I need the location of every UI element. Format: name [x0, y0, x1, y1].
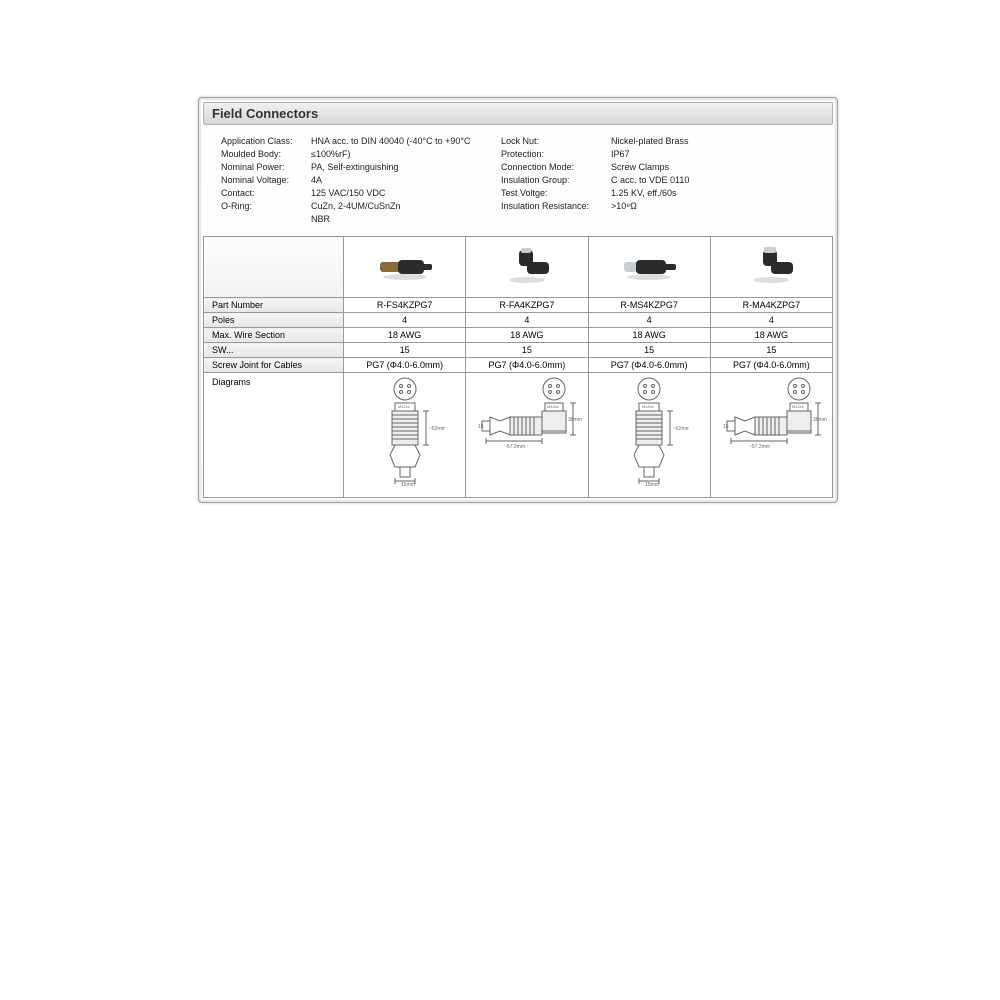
spec-label: Contact: [221, 187, 311, 200]
spec-value: NBR [311, 213, 501, 226]
table-cell: 4 [344, 313, 466, 328]
spec-value: IP67 [611, 148, 721, 161]
row-label: Max. Wire Section [204, 328, 344, 343]
svg-text:38mm: 38mm [568, 417, 582, 423]
table-cell: PG7 (Φ4.0-6.0mm) [710, 358, 832, 373]
empty-header-cell [204, 237, 344, 298]
svg-text:M12x1: M12x1 [547, 404, 560, 409]
product-photo-cell [588, 237, 710, 298]
diagram-cell: 38mm ~57.2mm M12x1 15 [710, 373, 832, 498]
spec-label: Protection: [501, 148, 611, 161]
spec-value: C acc. to VDE 0110 [611, 174, 721, 187]
spec-label: Connection Mode: [501, 161, 611, 174]
table-cell: 15 [710, 343, 832, 358]
table-cell: R-MS4KZPG7 [588, 298, 710, 313]
svg-text:15mm: 15mm [645, 482, 659, 487]
spec-label: Insulation Group: [501, 174, 611, 187]
row-label: Part Number [204, 298, 344, 313]
svg-text:M12x1: M12x1 [792, 404, 805, 409]
table-cell: 15 [344, 343, 466, 358]
svg-text:15mm: 15mm [401, 482, 415, 487]
svg-text:~57.2mm: ~57.2mm [504, 444, 525, 450]
screw-joint-row: Screw Joint for Cables PG7 (Φ4.0-6.0mm) … [204, 358, 833, 373]
row-label: SW... [204, 343, 344, 358]
product-photo-cell [466, 237, 588, 298]
spec-label: Nominal Voltage: [221, 174, 311, 187]
product-photo-cell [344, 237, 466, 298]
svg-text:M12x1: M12x1 [398, 404, 411, 409]
svg-text:15: 15 [723, 424, 729, 430]
table-cell: 15 [588, 343, 710, 358]
connector-photo-icon [370, 250, 440, 282]
table-cell: 4 [588, 313, 710, 328]
table-cell: PG7 (Φ4.0-6.0mm) [588, 358, 710, 373]
connector-diagram-icon: 38mm ~57.2mm M12x1 15 [717, 375, 827, 487]
product-image-row [204, 237, 833, 298]
connector-diagram-icon: ~62mm 15mm M12x1 [609, 375, 689, 487]
spec-value: 4A [311, 174, 501, 187]
spec-value: CuZn, 2-4UM/CuSnZn [311, 200, 501, 213]
table-cell: 15 [466, 343, 588, 358]
table-cell: PG7 (Φ4.0-6.0mm) [344, 358, 466, 373]
table-cell: 18 AWG [710, 328, 832, 343]
diagram-row: Diagrams ~62mm 15mm M12x1 [204, 373, 833, 498]
wire-row: Max. Wire Section 18 AWG 18 AWG 18 AWG 1… [204, 328, 833, 343]
row-label: Diagrams [204, 373, 344, 498]
panel-title: Field Connectors [203, 102, 833, 125]
spec-label: Application Class: [221, 135, 311, 148]
product-photo-cell [710, 237, 832, 298]
diagram-cell: ~62mm 15mm M12x1 [588, 373, 710, 498]
svg-text:~62mm: ~62mm [673, 426, 689, 432]
table-cell: 18 AWG [466, 328, 588, 343]
table-cell: 4 [710, 313, 832, 328]
connector-photo-icon [741, 246, 801, 286]
product-table: Part Number R-FS4KZPG7 R-FA4KZPG7 R-MS4K… [203, 236, 833, 498]
table-cell: 4 [466, 313, 588, 328]
row-label: Screw Joint for Cables [204, 358, 344, 373]
diagram-cell: ~62mm 15mm M12x1 [344, 373, 466, 498]
svg-text:~62mm: ~62mm [429, 426, 445, 432]
table-cell: R-FS4KZPG7 [344, 298, 466, 313]
spec-value: HNA acc. to DIN 40040 (-40°C to +90°C ≤1… [311, 135, 501, 161]
row-label: Poles [204, 313, 344, 328]
table-cell: 18 AWG [344, 328, 466, 343]
poles-row: Poles 4 4 4 4 [204, 313, 833, 328]
table-cell: PG7 (Φ4.0-6.0mm) [466, 358, 588, 373]
spec-label: Insulation Resistance: [501, 200, 611, 213]
spec-label: Nominal Power: [221, 161, 311, 174]
specs-area: Application Class:Moulded Body:Nominal P… [203, 129, 833, 236]
table-cell: 18 AWG [588, 328, 710, 343]
spec-value: 1.25 KV, eff./60s [611, 187, 721, 200]
spec-label: Lock Nut: [501, 135, 611, 148]
specs-left: Application Class:Moulded Body:Nominal P… [221, 135, 501, 226]
svg-text:38mm: 38mm [813, 417, 827, 423]
sw-row: SW... 15 15 15 15 [204, 343, 833, 358]
spec-label: O-Ring: [221, 200, 311, 213]
spec-value: 125 VAC/150 VDC [311, 187, 501, 200]
spec-label: Moulded Body: [221, 148, 311, 161]
spec-value: PA, Self-extinguishing [311, 161, 501, 174]
diagram-cell: 38mm ~57.2mm M12x1 15 [466, 373, 588, 498]
table-cell: R-MA4KZPG7 [710, 298, 832, 313]
svg-text:M12x1: M12x1 [642, 404, 655, 409]
spec-value: Screw Clamps [611, 161, 721, 174]
svg-text:~57.2mm: ~57.2mm [749, 444, 770, 450]
part-number-row: Part Number R-FS4KZPG7 R-FA4KZPG7 R-MS4K… [204, 298, 833, 313]
table-cell: R-FA4KZPG7 [466, 298, 588, 313]
spec-value: >10⁹Ω [611, 200, 721, 213]
spec-value: Nickel-plated Brass [611, 135, 721, 148]
connector-diagram-icon: 38mm ~57.2mm M12x1 15 [472, 375, 582, 487]
connector-photo-icon [497, 246, 557, 286]
svg-text:15: 15 [478, 424, 484, 430]
field-connectors-panel: Field Connectors Application Class:Mould… [198, 97, 838, 503]
connector-diagram-icon: ~62mm 15mm M12x1 [365, 375, 445, 487]
specs-right: Lock Nut:Protection:Connection Mode:Insu… [501, 135, 721, 226]
spec-label: Test Voltge: [501, 187, 611, 200]
connector-photo-icon [614, 250, 684, 282]
